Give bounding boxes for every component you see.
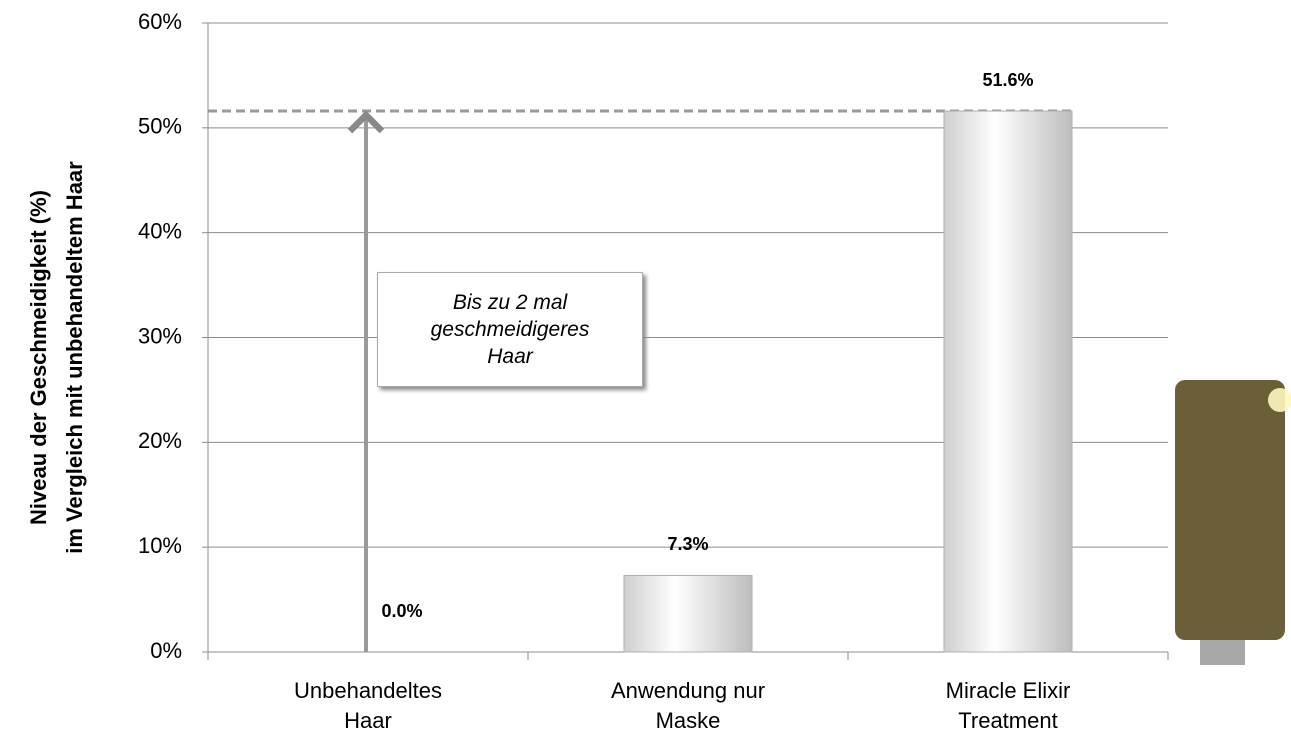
- y-tick-label: 0%: [150, 638, 182, 663]
- value-label: 51.6%: [982, 70, 1033, 90]
- annotation: Bis zu 2 mal geschmeidigeres Haar: [377, 272, 643, 387]
- bar: [944, 111, 1072, 652]
- y-axis-title: im Vergleich mit unbehandeltem Haar: [62, 161, 87, 554]
- y-tick-label: 10%: [138, 533, 182, 558]
- y-axis-title: Niveau der Geschmeidigkeit (%): [26, 190, 51, 525]
- page: 0% 10% 20% 30% 40% 50% 60% Niveau der Geschmeid…: [0, 0, 1291, 755]
- value-label: 7.3%: [667, 534, 708, 554]
- y-tick-label: 30%: [138, 323, 182, 348]
- x-tick-label: Unbehandeltes Haar: [278, 676, 458, 736]
- y-tick-label: 40%: [138, 218, 182, 243]
- product-image: [1175, 380, 1291, 665]
- value-label: 0.0%: [381, 601, 422, 621]
- x-tick-label: Anwendung nur Maske: [598, 676, 778, 736]
- bar: [624, 575, 752, 652]
- y-tick-label: 60%: [138, 9, 182, 34]
- y-tick-label: 50%: [138, 114, 182, 139]
- x-tick-label: Miracle Elixir Treatment: [918, 676, 1098, 736]
- chart: 0% 10% 20% 30% 40% 50% 60% Niveau der Geschmeid…: [0, 0, 1291, 755]
- y-tick-label: 20%: [138, 428, 182, 453]
